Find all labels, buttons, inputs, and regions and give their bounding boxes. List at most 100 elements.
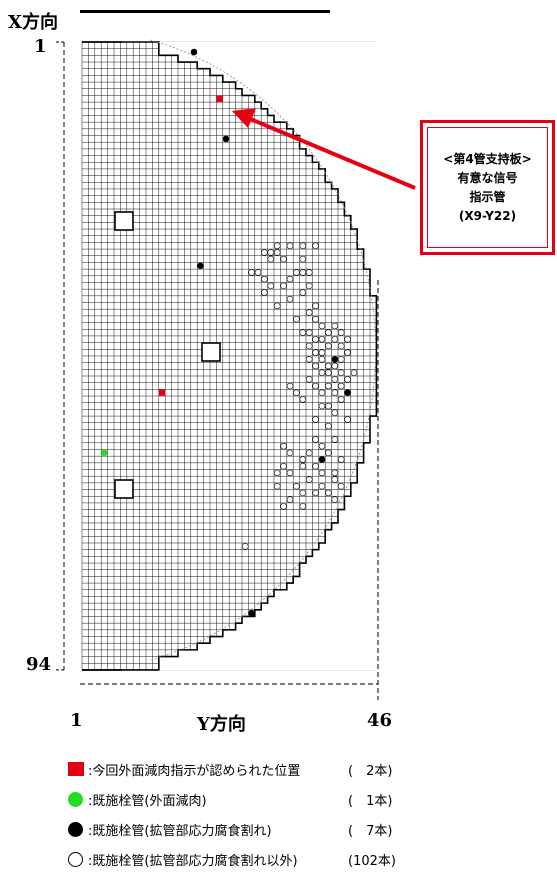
open-circle-marker [325, 369, 332, 376]
outside-mask [376, 342, 385, 350]
open-circle-marker [273, 249, 281, 256]
open-circle-marker [325, 362, 332, 370]
open-circle-marker [337, 355, 345, 363]
legend-label: :既施栓管(外面減肉) [88, 794, 207, 809]
open-circle-marker [286, 382, 294, 390]
outside-mask [158, 656, 385, 664]
callout-line-4: (X9-Y22) [458, 208, 517, 223]
outside-mask [376, 308, 385, 317]
tube-bundle-outline [56, 39, 385, 700]
open-circle-marker [331, 389, 339, 397]
outside-mask [293, 128, 385, 136]
outside-mask [357, 475, 385, 484]
open-circle-marker [305, 269, 313, 276]
outside-mask [344, 202, 385, 210]
open-circle-marker [241, 543, 249, 550]
outside-mask [274, 589, 385, 597]
outside-mask [376, 369, 385, 377]
open-circle-marker [312, 436, 319, 443]
open-circle-marker [312, 382, 319, 390]
outside-mask [318, 542, 385, 550]
outside-mask [357, 462, 385, 470]
outside-mask [325, 175, 385, 183]
outside-mask [299, 141, 385, 150]
outside-mask [344, 208, 385, 216]
outside-mask [210, 68, 385, 76]
open-circle-marker [331, 436, 339, 443]
open-circle-marker [261, 275, 268, 283]
open-circle-marker [254, 269, 262, 276]
black-circle-icon [68, 822, 83, 837]
outside-mask [312, 549, 385, 557]
black-circle-marker [190, 48, 198, 56]
open-circle-marker [299, 255, 307, 263]
open-circle-marker [280, 462, 287, 470]
outside-mask [363, 442, 385, 450]
outside-mask [357, 235, 385, 243]
open-circle-marker [331, 409, 339, 417]
open-circle-marker [299, 502, 307, 510]
outside-mask [331, 181, 385, 190]
open-circle-marker [273, 482, 281, 490]
outside-mask [299, 569, 385, 577]
outside-mask [376, 389, 385, 397]
black-circle-marker [344, 389, 351, 397]
open-circle-marker [318, 355, 326, 363]
shell-arc [149, 39, 376, 661]
outside-mask [235, 81, 385, 90]
open-circle-marker [286, 449, 294, 457]
outside-mask [158, 48, 385, 56]
open-circle-marker [273, 469, 281, 477]
open-circle-marker [331, 496, 339, 503]
open-circle-marker [344, 376, 351, 383]
outside-mask [331, 522, 385, 530]
y-end-label: 46 [367, 710, 393, 731]
callout-line-1: <第4管支持板> [443, 151, 532, 166]
open-circle-marker [312, 349, 319, 356]
outside-mask [338, 509, 385, 517]
open-circle-marker [280, 255, 287, 263]
open-circle-marker [299, 396, 307, 403]
arrow-head [232, 108, 256, 128]
outside-mask [370, 288, 385, 297]
outside-mask [376, 402, 385, 410]
open-circle-marker [318, 402, 326, 410]
tube-markers [101, 48, 358, 617]
open-circle-marker [312, 462, 319, 470]
open-circle-marker [325, 329, 332, 336]
open-circle-marker [325, 489, 332, 497]
outside-mask [357, 469, 385, 477]
outside-mask [222, 75, 385, 83]
open-circle-marker [312, 315, 319, 323]
legend-label: :既施栓管(拡管部応力腐食割れ) [88, 824, 272, 839]
legend-count: (102本) [348, 854, 396, 869]
title-underline [80, 0, 330, 13]
open-circle-marker [318, 469, 326, 477]
open-circle-marker [318, 369, 326, 376]
open-circle-marker [299, 456, 307, 463]
open-circle-marker [325, 449, 332, 457]
outside-mask [306, 556, 385, 564]
outside-mask [376, 395, 385, 404]
outside-mask [318, 161, 385, 170]
legend-count: ( 1本) [348, 794, 393, 809]
outside-mask [370, 275, 385, 283]
callout-box: <第4管支持板> 有意な信号 指示管 (X9-Y22) [420, 120, 555, 255]
open-circle-marker [261, 289, 268, 296]
open-circle-marker [248, 269, 255, 276]
outside-mask [158, 662, 385, 671]
tie-rod-square [201, 342, 221, 362]
open-circle-marker [286, 275, 294, 283]
open-circle-marker [344, 335, 351, 343]
outside-mask [376, 322, 385, 330]
open-circle-marker [344, 416, 351, 423]
open-circle-marker [267, 249, 275, 256]
outside-mask [158, 41, 385, 49]
black-circle-marker [318, 456, 326, 463]
outside-mask [350, 482, 385, 490]
outside-mask [376, 302, 385, 310]
outside-mask [376, 348, 385, 357]
open-circle-marker [305, 376, 313, 383]
open-circle-marker [337, 329, 345, 336]
outside-mask [210, 636, 385, 644]
